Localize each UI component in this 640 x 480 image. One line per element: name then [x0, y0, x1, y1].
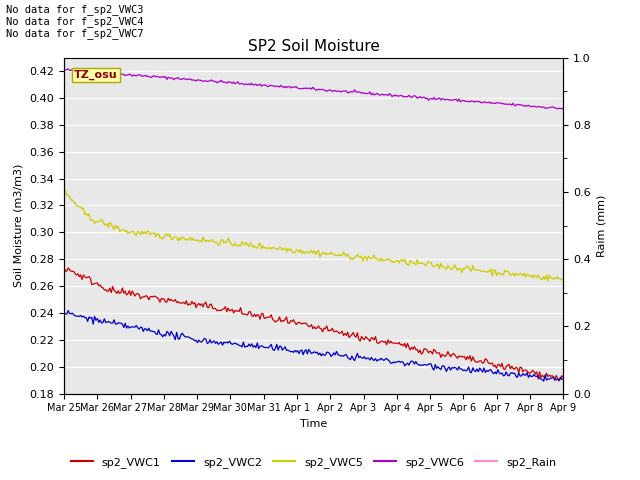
- Text: No data for f_sp2_VWC7: No data for f_sp2_VWC7: [6, 28, 144, 39]
- X-axis label: Time: Time: [300, 419, 327, 429]
- Y-axis label: Raim (mm): Raim (mm): [596, 194, 606, 257]
- Title: SP2 Soil Moisture: SP2 Soil Moisture: [248, 39, 380, 54]
- Text: No data for f_sp2_VWC3: No data for f_sp2_VWC3: [6, 4, 144, 15]
- Legend: sp2_VWC1, sp2_VWC2, sp2_VWC5, sp2_VWC6, sp2_Rain: sp2_VWC1, sp2_VWC2, sp2_VWC5, sp2_VWC6, …: [67, 452, 561, 472]
- Text: TZ_osu: TZ_osu: [74, 70, 118, 80]
- Y-axis label: Soil Moisture (m3/m3): Soil Moisture (m3/m3): [14, 164, 24, 288]
- Text: No data for f_sp2_VWC4: No data for f_sp2_VWC4: [6, 16, 144, 27]
